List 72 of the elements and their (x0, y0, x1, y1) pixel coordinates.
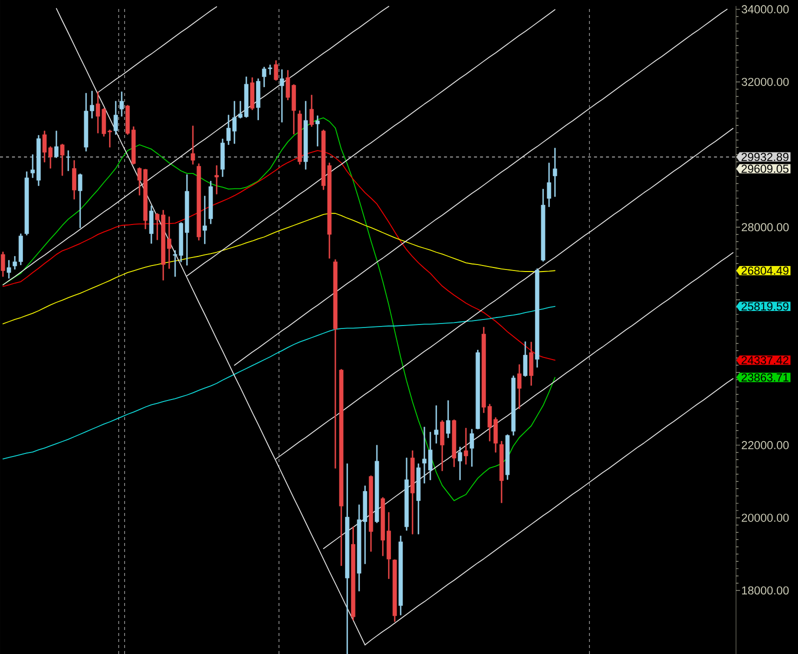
candlestick (368, 475, 374, 552)
candlestick (523, 341, 528, 377)
candlestick (529, 342, 534, 386)
candlestick (416, 464, 421, 534)
line-series (97, 6, 218, 93)
candlestick (298, 110, 302, 164)
y-tick-label: 18000.00 (742, 586, 789, 594)
candlestick (499, 440, 504, 504)
line-series (323, 252, 734, 550)
candlestick (476, 350, 480, 430)
candlestick (315, 116, 320, 146)
y-tick-label: 20000.00 (742, 514, 789, 522)
candlestick (470, 428, 474, 467)
candlestick (398, 536, 403, 616)
text: 29609.05 (742, 164, 788, 173)
candlestick (220, 138, 225, 177)
candlestick (511, 376, 516, 436)
candlestick (434, 405, 438, 444)
line-series (2, 212, 556, 324)
line-series (2, 306, 556, 460)
candlestick (202, 196, 207, 244)
text: 25819.59 (742, 302, 788, 310)
candlestick (339, 369, 344, 566)
candlestick (208, 180, 213, 224)
line-series (234, 8, 728, 366)
candlestick (0, 252, 6, 277)
text: 24337.42 (742, 356, 788, 364)
candlestick (535, 268, 540, 368)
line-series (2, 117, 556, 502)
candlestick (345, 464, 350, 654)
candlestick (410, 450, 415, 534)
candlestick (404, 458, 409, 531)
candlestick (541, 188, 546, 262)
candlestick (24, 171, 29, 236)
candlestick (351, 526, 356, 620)
y-tick-label: 28000.00 (742, 223, 789, 232)
y-tick-label: 34000.00 (742, 5, 789, 14)
candlestick (374, 444, 380, 524)
candlestick (214, 165, 219, 194)
candlestick (452, 420, 456, 468)
candlestick (66, 150, 70, 172)
candlestick (310, 94, 314, 127)
candlestick (72, 160, 76, 200)
candlestick (190, 126, 196, 164)
ref-line-label: 29932.89 (742, 152, 788, 162)
candlestick (114, 101, 118, 135)
candlestick (6, 260, 12, 279)
text: 23863.71 (742, 373, 788, 382)
candlestick (149, 206, 154, 244)
candlestick (552, 148, 558, 197)
candlestick (280, 69, 284, 122)
candlestick (250, 77, 254, 110)
text: 26804.49 (742, 266, 788, 275)
candlestick (78, 174, 82, 228)
candlestick (446, 400, 450, 438)
candlestick (517, 364, 522, 409)
candlestick (458, 446, 462, 480)
candlestick (440, 420, 444, 472)
candlestick (256, 78, 260, 120)
candlestick (54, 130, 59, 158)
candlestick (505, 434, 510, 480)
y-tick-label: 22000.00 (742, 441, 789, 450)
candlestick (464, 428, 468, 465)
candlestick (60, 144, 64, 176)
candlestick (546, 162, 552, 207)
candlestick (196, 163, 201, 240)
candlestick (304, 101, 308, 170)
y-tick-label: 32000.00 (742, 78, 789, 86)
candlestick (120, 92, 124, 117)
candlestick (392, 559, 397, 622)
candlestick (333, 259, 338, 469)
candlestick (274, 60, 278, 81)
